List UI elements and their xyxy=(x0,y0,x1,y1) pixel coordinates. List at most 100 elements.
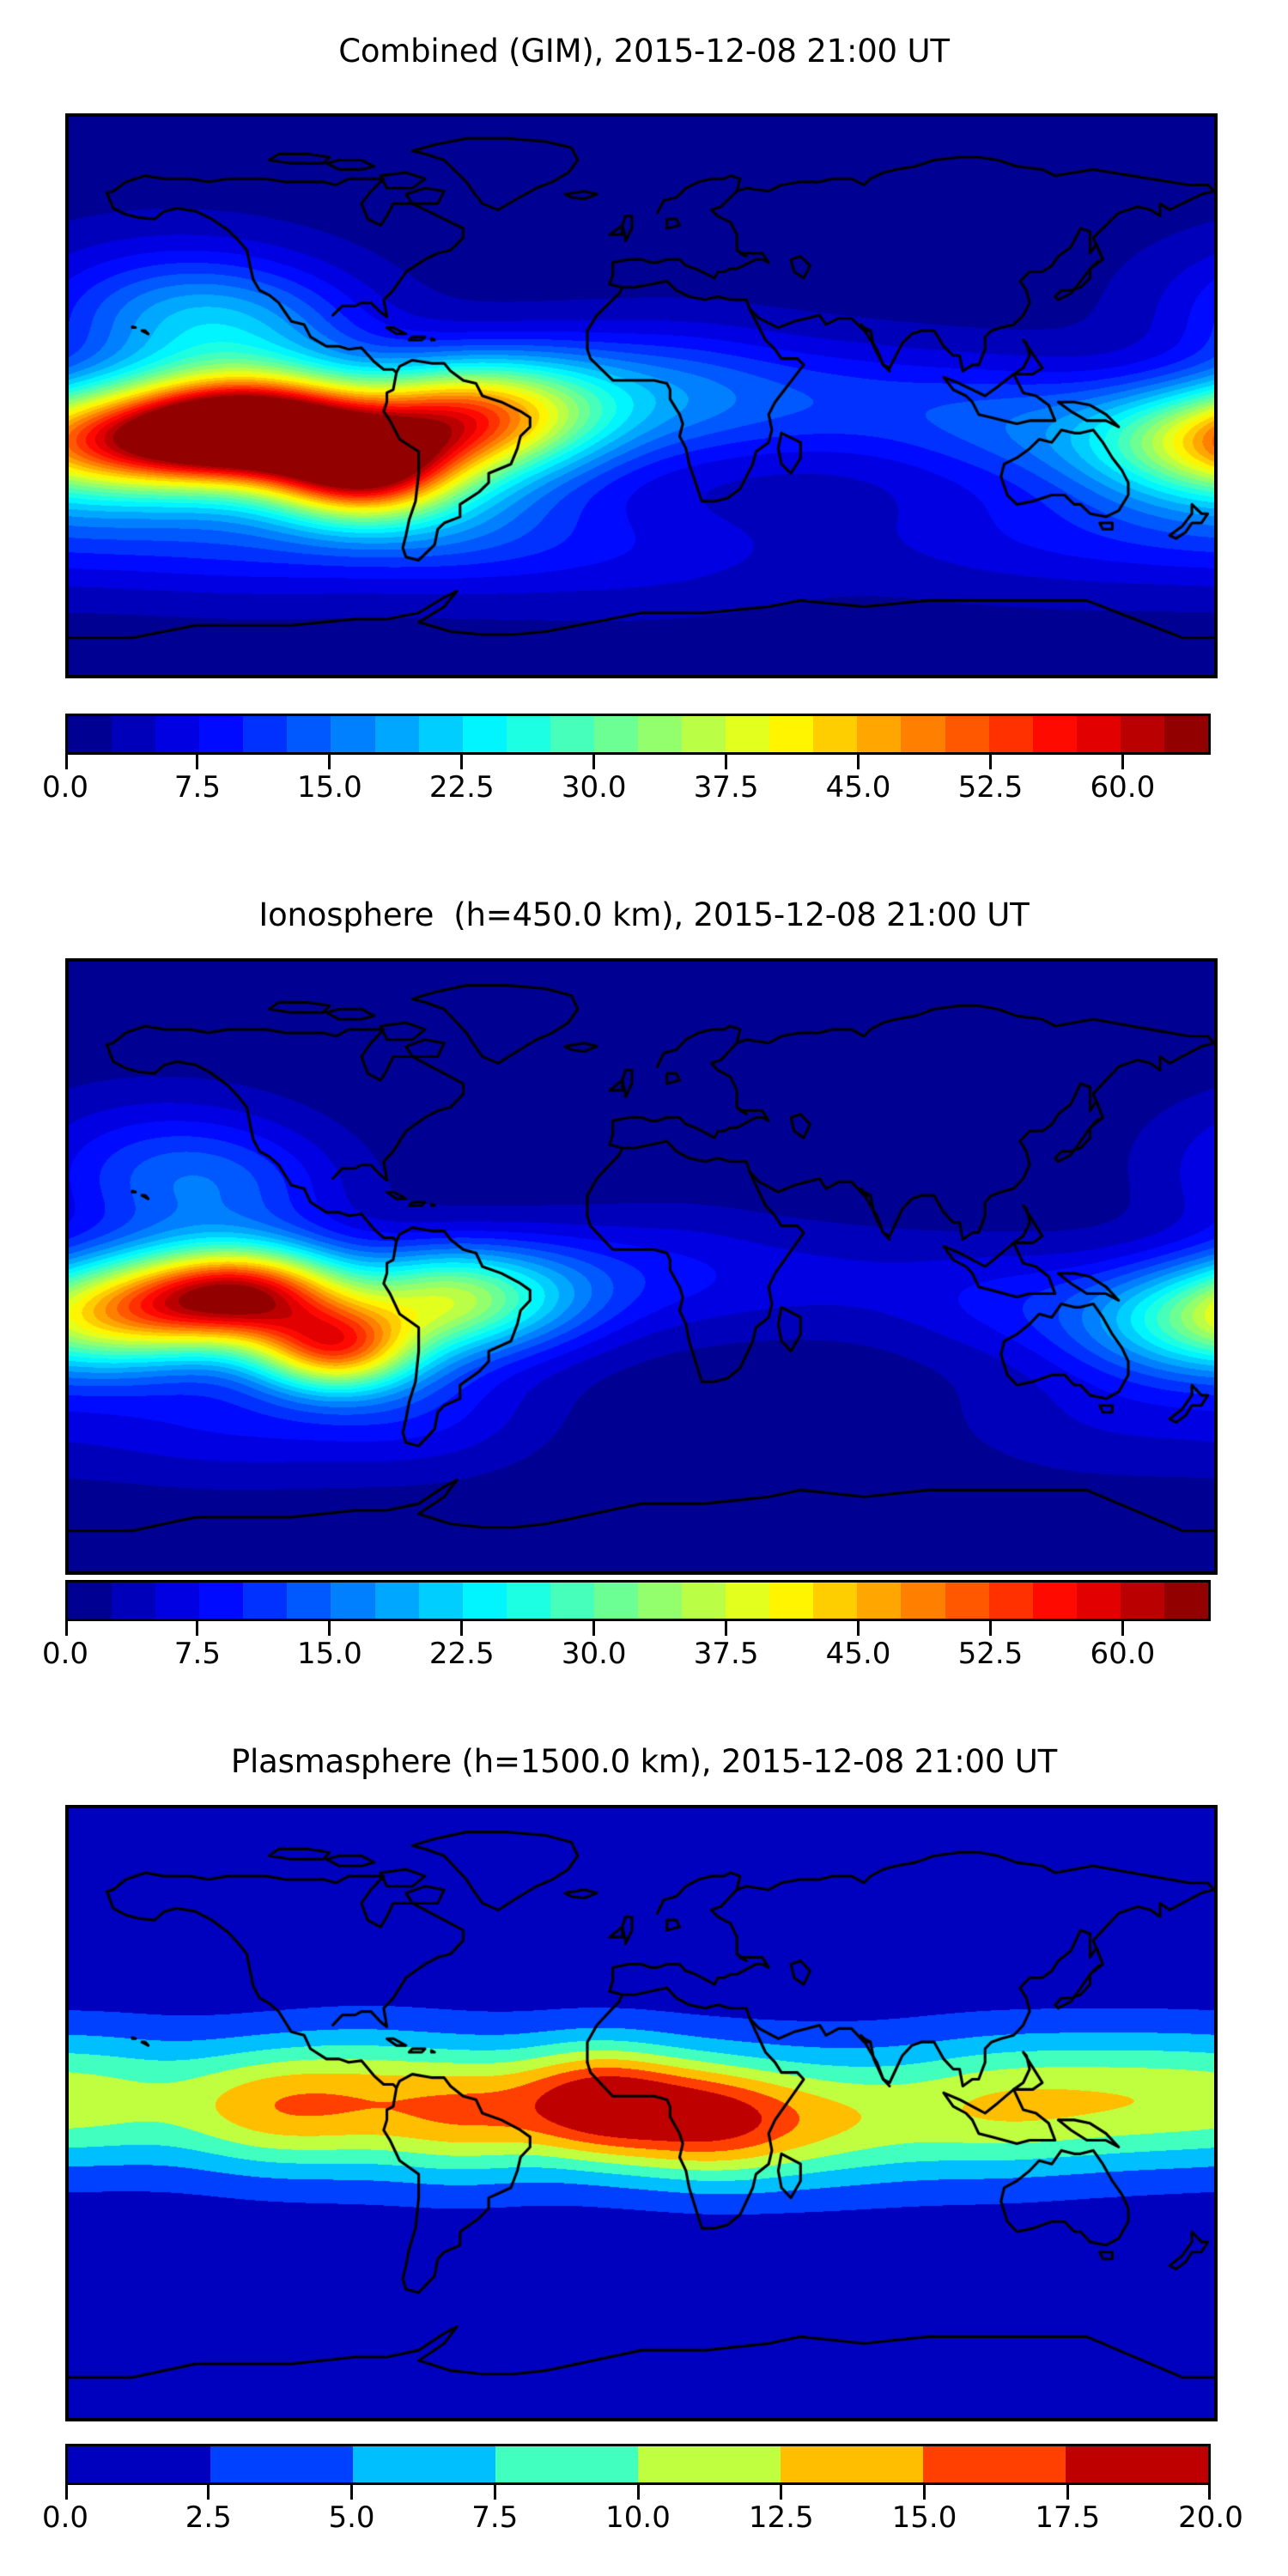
colorbar-band xyxy=(1163,1583,1209,1619)
colorbar-tick-mark xyxy=(725,1621,728,1636)
colorbar-gradient xyxy=(65,714,1211,755)
colorbar-band xyxy=(506,716,550,752)
colorbar-band xyxy=(353,2446,495,2482)
colorbar-band xyxy=(901,1583,945,1619)
colorbar-tick-mark xyxy=(780,2485,783,2500)
colorbar-band xyxy=(68,1583,112,1619)
colorbar-band xyxy=(418,716,463,752)
colorbar-ticks xyxy=(65,2485,1211,2500)
colorbar-band xyxy=(199,1583,244,1619)
colorbar-band xyxy=(945,716,989,752)
colorbar-band xyxy=(243,1583,288,1619)
panel-ionosphere-450km: Ionosphere (h=450.0 km), 2015-12-08 21:0… xyxy=(0,859,1288,1743)
colorbar-band xyxy=(243,716,288,752)
colorbar-tick-mark xyxy=(1121,755,1124,769)
colorbar-tick-label: 22.5 xyxy=(428,1637,495,1671)
tec-contour-field xyxy=(69,117,1214,675)
colorbar-band xyxy=(638,2446,781,2482)
colorbar-tick-label: 12.5 xyxy=(748,2500,814,2535)
colorbar-band xyxy=(726,1583,770,1619)
colorbar-band xyxy=(769,1583,814,1619)
colorbar-ticks xyxy=(65,755,1211,770)
colorbar-band xyxy=(726,716,770,752)
colorbar-gradient xyxy=(65,1580,1211,1621)
colorbar-tick-mark xyxy=(207,2485,210,2500)
colorbar-tick-mark xyxy=(460,755,464,769)
colorbar-band xyxy=(1120,716,1164,752)
colorbar-band xyxy=(857,1583,902,1619)
colorbar-band xyxy=(1066,2446,1208,2482)
colorbar-band xyxy=(1076,716,1121,752)
colorbar-band xyxy=(769,716,814,752)
colorbar-band xyxy=(638,716,683,752)
colorbar-band xyxy=(462,716,507,752)
colorbar-band xyxy=(638,1583,683,1619)
colorbar-tick-mark xyxy=(592,1621,596,1636)
colorbar-band xyxy=(813,1583,858,1619)
colorbar-band xyxy=(1076,1583,1121,1619)
colorbar-band xyxy=(112,1583,156,1619)
colorbar-band xyxy=(331,1583,375,1619)
colorbar-band xyxy=(374,1583,419,1619)
colorbar-band xyxy=(1032,716,1077,752)
colorbar-tick-mark xyxy=(65,755,68,769)
colorbar-band xyxy=(287,1583,331,1619)
colorbar-tick-label: 52.5 xyxy=(957,770,1024,805)
panel-plasmasphere-1500km: Plasmasphere (h=1500.0 km), 2015-12-08 2… xyxy=(0,1717,1288,2576)
colorbar-band xyxy=(506,1583,550,1619)
colorbar-band xyxy=(418,1583,463,1619)
colorbar-tick-label: 10.0 xyxy=(605,2500,671,2535)
colorbar-band xyxy=(68,716,112,752)
panel-title-combined: Combined (GIM), 2015-12-08 21:00 UT xyxy=(338,33,950,70)
colorbar-tick-mark xyxy=(1066,2485,1069,2500)
colorbar-tick-label: 0.0 xyxy=(41,1637,89,1671)
colorbar-band xyxy=(781,2446,923,2482)
colorbar-tick-mark xyxy=(636,2485,640,2500)
panel-title-ionosphere: Ionosphere (h=450.0 km), 2015-12-08 21:0… xyxy=(258,896,1030,933)
colorbar-tick-mark xyxy=(857,1621,860,1636)
colorbar-band xyxy=(682,716,726,752)
colorbar-tick-labels: 0.0 7.5 15.0 22.5 30.0 37.5 45.0 52.5 60.0 xyxy=(42,770,1211,808)
colorbar-ticks xyxy=(65,1621,1211,1637)
colorbar-band xyxy=(857,716,902,752)
panel-title-plasmasphere: Plasmasphere (h=1500.0 km), 2015-12-08 2… xyxy=(230,1743,1058,1780)
colorbar-band xyxy=(210,2446,353,2482)
colorbar-tick-label: 37.5 xyxy=(693,770,759,805)
colorbar-band xyxy=(550,716,594,752)
colorbar-tick-mark xyxy=(857,755,860,769)
colorbar-tick-label: 60.0 xyxy=(1090,1637,1156,1671)
colorbar-band xyxy=(374,716,419,752)
colorbar-tick-mark xyxy=(65,1621,68,1636)
colorbar-tick-label: 20.0 xyxy=(1178,2500,1243,2535)
colorbar-tick-mark xyxy=(988,755,992,769)
colorbar-band xyxy=(682,1583,726,1619)
map-ionosphere-450km xyxy=(65,958,1218,1575)
colorbar-band xyxy=(988,716,1033,752)
colorbar-band xyxy=(988,1583,1033,1619)
colorbar-band xyxy=(462,1583,507,1619)
colorbar-tick-mark xyxy=(988,1621,992,1636)
colorbar-tick-labels: 0.0 2.5 5.0 7.5 10.0 12.5 15.0 17.5 20.0 xyxy=(42,2500,1243,2538)
colorbar-band xyxy=(112,716,156,752)
colorbar-tick-mark xyxy=(328,1621,331,1636)
colorbar-tick-mark xyxy=(1121,1621,1124,1636)
colorbar-band xyxy=(155,716,200,752)
map-plasmasphere-1500km xyxy=(65,1805,1218,2421)
colorbar-tick-label: 0.0 xyxy=(41,2500,89,2535)
colorbar-tick-label: 17.5 xyxy=(1035,2500,1101,2535)
colorbar-tick-label: 30.0 xyxy=(561,1637,627,1671)
colorbar-tick-label: 7.5 xyxy=(173,1637,221,1671)
colorbar-band xyxy=(331,716,375,752)
colorbar-gradient xyxy=(65,2444,1211,2485)
colorbar-tick-labels: 0.0 7.5 15.0 22.5 30.0 37.5 45.0 52.5 60.0 xyxy=(42,1637,1211,1674)
colorbar-tick-mark xyxy=(923,2485,926,2500)
colorbar-band xyxy=(923,2446,1066,2482)
colorbar-tick-label: 15.0 xyxy=(296,770,362,805)
colorbar-tick-label: 60.0 xyxy=(1090,770,1156,805)
colorbar-band xyxy=(68,2446,210,2482)
colorbar-band xyxy=(1032,1583,1077,1619)
colorbar-tick-label: 45.0 xyxy=(825,1637,891,1671)
colorbar-tick-label: 7.5 xyxy=(173,770,221,805)
colorbar-tick-mark xyxy=(328,755,331,769)
